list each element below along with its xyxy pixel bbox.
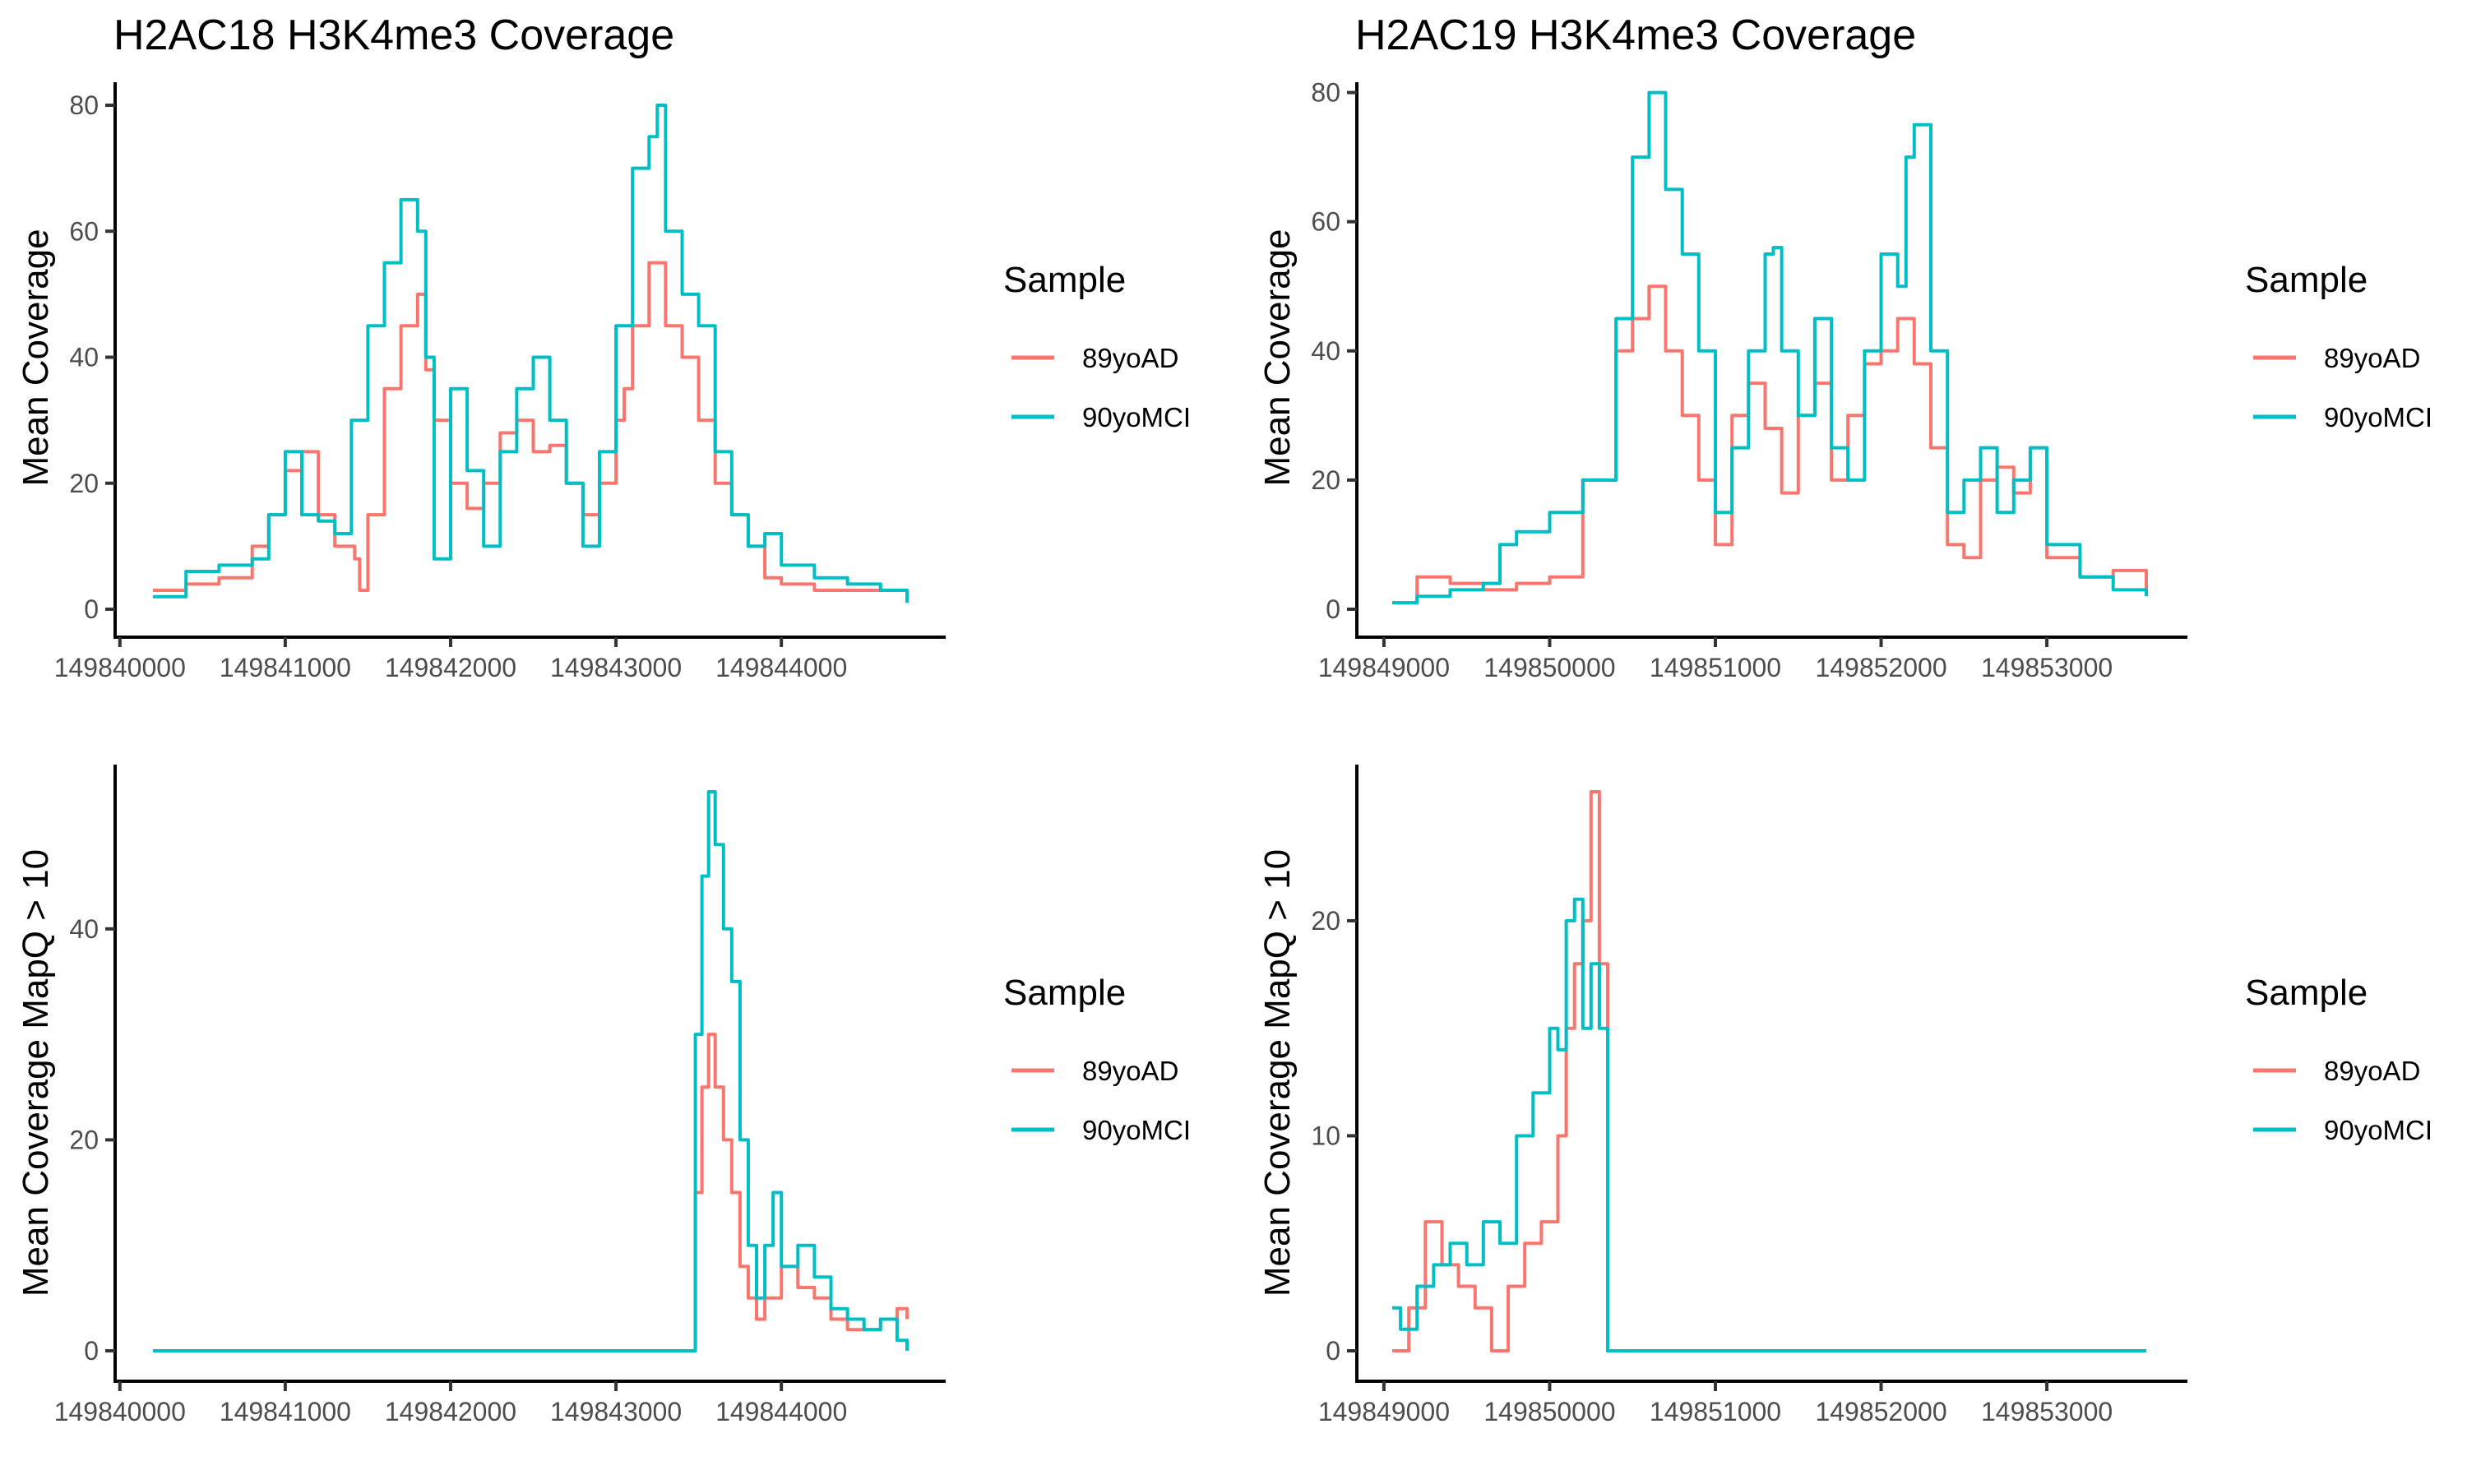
legend-label-90yoMCI: 90yoMCI bbox=[2324, 1115, 2432, 1145]
y-tick-label: 0 bbox=[84, 1336, 99, 1366]
y-tick-label: 0 bbox=[1326, 594, 1340, 624]
x-tick-label: 149841000 bbox=[220, 653, 351, 682]
legend-label-89yoAD: 89yoAD bbox=[1082, 1056, 1178, 1086]
series-line-90yoMCI bbox=[1392, 90, 2148, 605]
y-tick-label: 20 bbox=[69, 469, 99, 498]
y-axis-label: Mean Coverage bbox=[1257, 229, 1298, 486]
x-tick-label: 149853000 bbox=[1981, 653, 2113, 682]
legend-title: Sample bbox=[2245, 260, 2367, 300]
legend-label-89yoAD: 89yoAD bbox=[2324, 1056, 2420, 1086]
x-tick-label: 149840000 bbox=[54, 653, 186, 682]
chart-panel-1: H2AC18 H3K4me3 Coverage Mean Coverage 0 20 4… bbox=[16, 12, 1191, 682]
y-tick-label: 80 bbox=[1311, 78, 1340, 108]
x-tick-label: 149842000 bbox=[385, 653, 516, 682]
x-tick-label: 149851000 bbox=[1650, 653, 1781, 682]
legend-title: Sample bbox=[1003, 260, 1126, 300]
y-tick-label: 20 bbox=[69, 1125, 99, 1154]
x-tick-label: 149852000 bbox=[1815, 1397, 1946, 1426]
legend-label-89yoAD: 89yoAD bbox=[1082, 343, 1178, 373]
y-tick-label: 60 bbox=[69, 216, 99, 246]
series-line-89yoAD bbox=[153, 261, 907, 592]
x-tick-label: 149849000 bbox=[1318, 653, 1450, 682]
y-tick-label: 10 bbox=[1311, 1121, 1340, 1150]
chart-title: H2AC19 H3K4me3 Coverage bbox=[1355, 12, 1916, 59]
legend-label-89yoAD: 89yoAD bbox=[2324, 343, 2420, 373]
x-tick-label: 149842000 bbox=[385, 1397, 516, 1426]
x-tick-label: 149852000 bbox=[1815, 653, 1946, 682]
x-tick-label: 149849000 bbox=[1318, 1397, 1450, 1426]
legend-label-90yoMCI: 90yoMCI bbox=[1082, 402, 1191, 432]
x-tick-label: 149850000 bbox=[1483, 1397, 1615, 1426]
x-tick-label: 149844000 bbox=[715, 1397, 847, 1426]
x-tick-label: 149851000 bbox=[1650, 1397, 1781, 1426]
y-tick-label: 20 bbox=[1311, 906, 1340, 936]
chart-panel-2: H2AC19 H3K4me3 Coverage Mean Coverage 0 20 4… bbox=[1257, 12, 2432, 682]
series-line-89yoAD bbox=[153, 1033, 909, 1352]
chart-panel-4: Mean Coverage MapQ > 10 0 10 20 149849000 149… bbox=[1257, 765, 2432, 1426]
y-tick-label: 60 bbox=[1311, 207, 1340, 237]
series-line-89yoAD bbox=[1392, 284, 2148, 605]
x-tick-label: 149840000 bbox=[54, 1397, 186, 1426]
x-tick-label: 149841000 bbox=[220, 1397, 351, 1426]
series-line-90yoMCI bbox=[153, 104, 909, 603]
y-axis-label: Mean Coverage MapQ > 10 bbox=[1257, 849, 1298, 1297]
legend-label-90yoMCI: 90yoMCI bbox=[1082, 1115, 1191, 1145]
x-tick-label: 149843000 bbox=[550, 1397, 682, 1426]
x-tick-label: 149850000 bbox=[1483, 653, 1615, 682]
chart-panel-3: Mean Coverage MapQ > 10 0 20 40 149840000 149… bbox=[16, 765, 1191, 1426]
legend-title: Sample bbox=[1003, 973, 1126, 1013]
series-line-90yoMCI bbox=[153, 790, 909, 1352]
y-tick-label: 20 bbox=[1311, 465, 1340, 495]
series-line-90yoMCI bbox=[1392, 897, 2146, 1352]
x-tick-label: 149844000 bbox=[715, 653, 847, 682]
x-tick-label: 149853000 bbox=[1981, 1397, 2113, 1426]
y-tick-label: 0 bbox=[1326, 1336, 1340, 1366]
y-tick-label: 80 bbox=[69, 90, 99, 120]
legend-label-90yoMCI: 90yoMCI bbox=[2324, 402, 2432, 432]
y-tick-label: 40 bbox=[69, 343, 99, 372]
y-axis-label: Mean Coverage bbox=[16, 229, 56, 486]
legend-title: Sample bbox=[2245, 973, 2367, 1013]
chart-title: H2AC18 H3K4me3 Coverage bbox=[113, 12, 674, 59]
y-axis-label: Mean Coverage MapQ > 10 bbox=[16, 849, 56, 1297]
y-tick-label: 40 bbox=[1311, 336, 1340, 366]
x-tick-label: 149843000 bbox=[550, 653, 682, 682]
y-tick-label: 40 bbox=[69, 914, 99, 944]
series-line-89yoAD bbox=[1392, 790, 2146, 1352]
y-tick-label: 0 bbox=[84, 594, 99, 624]
